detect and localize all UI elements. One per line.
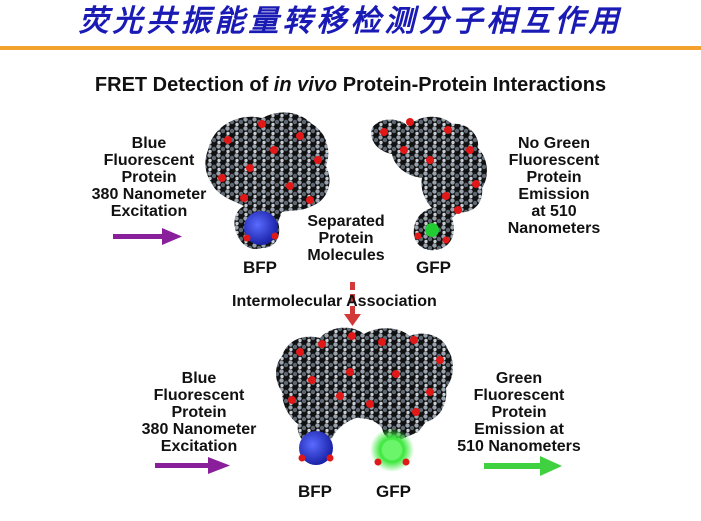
top-left-label: Blue Fluorescent Protein 380 Nanometer E… [91, 135, 207, 220]
diagram-title: FRET Detection of in vivo Protein-Protei… [0, 74, 701, 97]
bfp-chromophore-top [244, 211, 278, 245]
top-right-label: No Green Fluorescent Protein Emission at… [507, 135, 601, 237]
diagram-title-emphasis: in vivo [273, 74, 338, 96]
associated-protein-complex [276, 327, 454, 472]
gfp-label-top: GFP [416, 258, 451, 277]
gfp-label-bottom: GFP [376, 482, 411, 501]
emission-arrow-bottom [484, 456, 562, 476]
gfp-chromophore-top [425, 223, 439, 237]
association-label: Intermolecular Association [232, 293, 437, 310]
diagram-title-pre: FRET Detection of [94, 74, 274, 96]
page-title: 荧光共振能量转移检测分子相互作用 [78, 4, 623, 39]
bottom-left-label: Blue Fluorescent Protein 380 Nanometer E… [141, 370, 257, 455]
excitation-arrow-top [113, 228, 182, 245]
bfp-label-top: BFP [243, 258, 277, 277]
diagram-title-post: Protein-Protein Interactions [337, 74, 607, 96]
excitation-arrow-bottom [155, 457, 230, 474]
bfp-chromophore-bottom [299, 431, 333, 465]
top-middle-label: Separated Protein Molecules [307, 213, 385, 264]
bfp-label-bottom: BFP [298, 482, 332, 501]
title-underline [0, 46, 701, 50]
separated-protein-bfp [205, 112, 330, 250]
bottom-right-label: Green Fluorescent Protein Emission at 51… [457, 370, 581, 455]
separated-protein-gfp [371, 116, 487, 251]
association-arrow [344, 282, 361, 326]
